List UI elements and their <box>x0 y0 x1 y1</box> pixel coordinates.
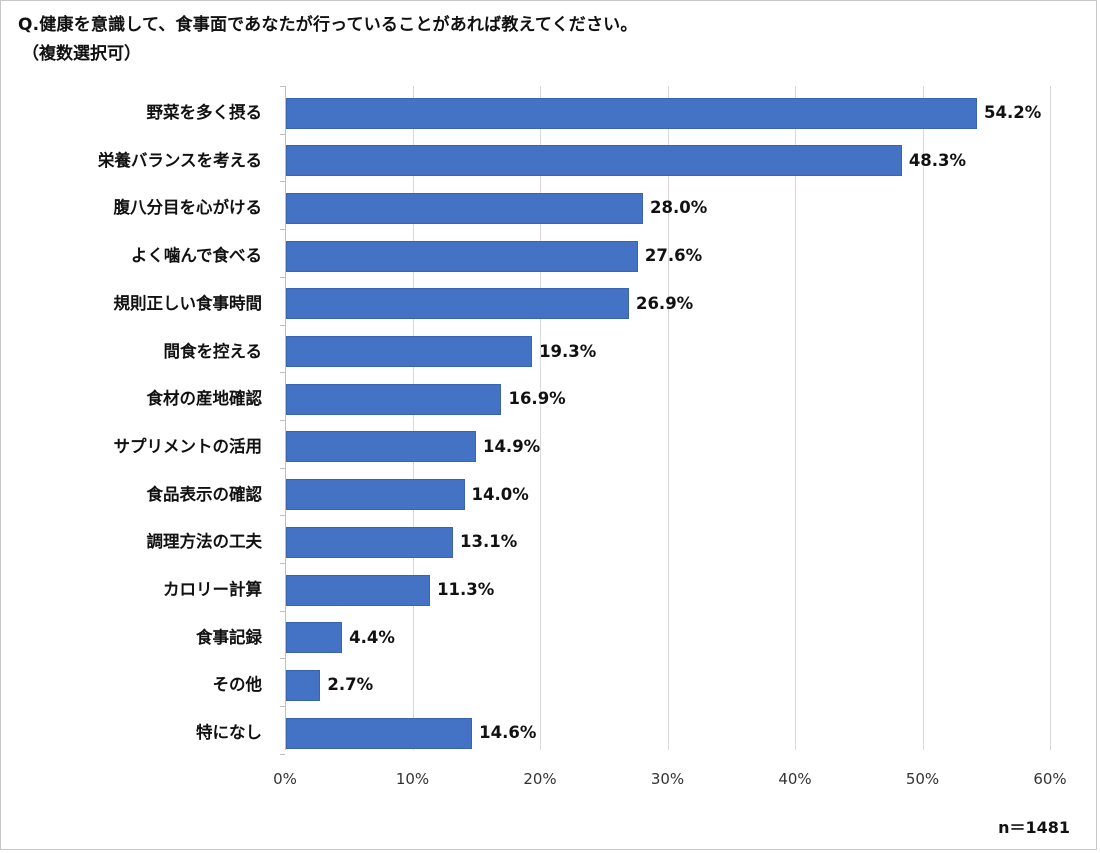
category-label: 食品表示の確認 <box>146 484 263 504</box>
category-tick <box>280 706 285 708</box>
gridline <box>795 86 796 750</box>
category-label: カロリー計算 <box>163 580 262 599</box>
category-label: 調理方法の工夫 <box>146 532 263 552</box>
category-tick <box>280 133 285 135</box>
bar <box>286 526 454 558</box>
category-tick <box>280 229 285 231</box>
category-tick <box>280 610 285 612</box>
category-tick <box>280 515 285 517</box>
category-label: 食事記録 <box>196 627 262 647</box>
category-tick <box>280 467 285 469</box>
category-label: 特になし <box>196 723 262 743</box>
x-tick-label: 20% <box>523 770 557 788</box>
bar <box>286 717 473 749</box>
gridline <box>412 86 414 750</box>
data-label: 28.0% <box>650 198 708 218</box>
category-tick <box>280 658 285 660</box>
data-label: 19.3% <box>539 341 597 361</box>
category-label: 間食を控える <box>163 341 262 361</box>
category-tick <box>280 276 285 278</box>
x-tick-label: 10% <box>395 770 430 788</box>
bar <box>286 431 476 463</box>
data-label: 14.6% <box>479 723 537 743</box>
bar <box>286 383 502 415</box>
bar <box>286 622 343 654</box>
category-tick <box>280 324 285 326</box>
x-tick-label: 40% <box>778 770 812 788</box>
gridline <box>922 86 924 750</box>
data-label: 16.9% <box>508 389 566 409</box>
category-label: 腹八分目を心がける <box>113 198 263 218</box>
bar <box>286 97 978 129</box>
data-label: 14.9% <box>482 436 541 456</box>
category-label: 食材の産地確認 <box>146 389 263 409</box>
category-tick <box>280 419 285 421</box>
category-tick <box>280 181 285 183</box>
category-tick <box>280 753 285 755</box>
category-label: その他 <box>212 675 263 695</box>
data-label: 54.2% <box>984 103 1042 122</box>
chart-title: Q.健康を意識して、食事面であなたが行っていることがあれば教えてください。 <box>18 15 638 35</box>
category-tick <box>280 372 285 374</box>
bar <box>286 288 629 320</box>
category-tick <box>280 86 285 87</box>
category-label: 規則正しい食事時間 <box>113 293 263 313</box>
data-label: 27.6% <box>644 246 703 266</box>
sample-size-label: n＝1481 <box>998 818 1070 837</box>
data-label: 4.4% <box>349 627 395 647</box>
bar <box>286 192 643 224</box>
bar <box>286 240 638 272</box>
chart-subtitle: （複数選択可） <box>22 44 141 64</box>
category-tick <box>280 563 285 564</box>
category-label: サプリメントの活用 <box>113 436 263 456</box>
bar <box>286 669 321 701</box>
bar <box>286 479 465 511</box>
bar <box>286 145 902 177</box>
category-label: よく噛んで食べる <box>130 246 262 266</box>
x-tick-label: 0% <box>273 770 297 788</box>
gridline <box>1050 86 1051 750</box>
gridline <box>540 86 541 750</box>
data-label: 14.0% <box>471 484 529 504</box>
y-axis-line <box>285 86 286 750</box>
x-tick-label: 30% <box>650 770 685 788</box>
data-label: 26.9% <box>635 293 694 313</box>
bar <box>286 336 533 367</box>
category-label: 栄養バランスを考える <box>97 150 262 170</box>
category-label: 野菜を多く摂る <box>146 103 263 122</box>
data-label: 13.1% <box>460 532 518 552</box>
data-label: 2.7% <box>327 675 374 695</box>
data-label: 48.3% <box>908 150 967 170</box>
data-label: 11.3% <box>437 580 495 599</box>
x-tick-label: 50% <box>905 770 940 788</box>
bar <box>286 574 431 606</box>
plot-area <box>280 86 1051 755</box>
gridline <box>667 86 669 750</box>
x-tick-label: 60% <box>1033 770 1067 788</box>
